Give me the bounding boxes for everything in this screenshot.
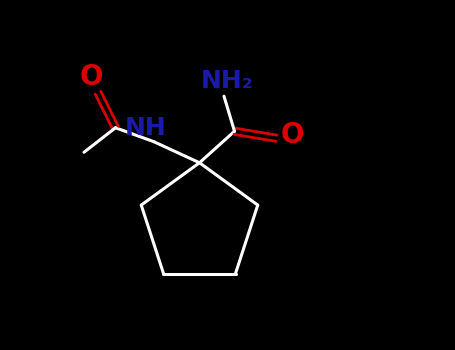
Text: NH: NH — [124, 117, 166, 140]
Text: NH₂: NH₂ — [201, 69, 254, 92]
Text: O: O — [280, 121, 304, 149]
Text: O: O — [79, 63, 103, 91]
